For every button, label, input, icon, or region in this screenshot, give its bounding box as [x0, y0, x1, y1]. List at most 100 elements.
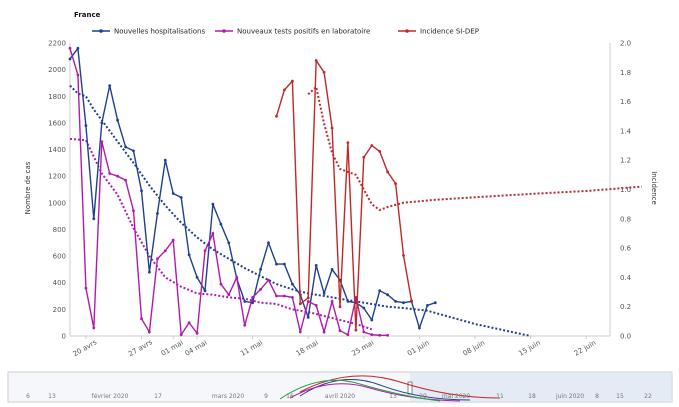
y-tick-label-right: 1.6	[620, 98, 632, 106]
data-point	[346, 333, 350, 337]
data-point	[227, 293, 231, 297]
data-point	[179, 333, 183, 337]
data-point	[291, 282, 294, 286]
y-tick-label-right: 0.0	[620, 333, 631, 341]
data-point	[116, 118, 119, 122]
y-tick-label-right: 0.8	[620, 215, 631, 223]
data-point	[92, 217, 96, 221]
data-point	[283, 262, 286, 266]
axes: 0 200 400 600 800 1000 1200 1400 1600 1800 2000 220…	[48, 40, 632, 359]
data-point	[179, 196, 183, 199]
data-point	[243, 323, 247, 327]
data-point	[267, 241, 270, 245]
navigator-label: mars 2020	[212, 393, 244, 400]
y-tick-label-left: 200	[53, 306, 66, 314]
plot-area	[68, 46, 642, 337]
navigator-panel[interactable]: 6 13 février 2020 17 mars 2020 9 16 avril 2020 1…	[7, 371, 673, 403]
navigator-series-line	[279, 379, 441, 402]
y-tick-label-left: 2200	[48, 40, 66, 48]
data-point	[386, 170, 389, 174]
x-tick-label: 15 juin	[517, 339, 542, 358]
data-point	[259, 288, 262, 291]
data-point	[68, 46, 72, 50]
x-tick-label: 20 avrs	[72, 338, 99, 358]
x-tick-label: 18 mai	[295, 339, 320, 358]
navigator-label: 18	[528, 393, 536, 400]
data-point	[291, 79, 294, 83]
data-point	[275, 262, 278, 266]
data-point	[84, 124, 88, 127]
data-point	[171, 192, 175, 195]
data-point	[330, 300, 334, 303]
data-point	[140, 317, 143, 321]
data-point	[362, 306, 366, 310]
navigator-label: juin 2020	[555, 393, 584, 400]
y-tick-label-right: 1.4	[620, 127, 632, 135]
navigator-label: 9	[264, 393, 268, 400]
data-point	[306, 316, 310, 319]
x-tick-label: 01 juin	[406, 339, 431, 358]
navigator-series-line	[299, 379, 471, 401]
data-point	[84, 286, 88, 290]
data-point	[124, 178, 127, 182]
data-point	[283, 88, 286, 92]
data-point	[68, 57, 72, 61]
y-tick-label-left: 600	[53, 253, 66, 261]
data-point	[195, 276, 199, 279]
trend-line	[69, 137, 373, 331]
data-point	[108, 172, 112, 175]
x-tick-label: 08 juin	[462, 339, 487, 358]
data-point	[76, 46, 80, 50]
data-point	[227, 241, 231, 245]
legend-swatch-marker	[405, 29, 409, 33]
data-point	[148, 270, 151, 274]
data-point	[322, 292, 326, 295]
data-point	[132, 149, 135, 153]
y-tick-label-right: 1.8	[620, 69, 631, 77]
data-point	[322, 330, 326, 334]
trend-line	[69, 84, 531, 337]
data-point	[433, 301, 437, 305]
y-tick-label-left: 2000	[48, 66, 66, 74]
legend-label: Nouveaux tests positifs en laboratoire	[237, 28, 370, 36]
navigator-label: 13	[48, 393, 56, 400]
data-point	[306, 300, 310, 303]
data-point	[394, 182, 397, 186]
y-tick-label-right: 0.4	[620, 274, 632, 282]
data-point	[187, 253, 191, 257]
data-point	[243, 300, 247, 303]
data-point	[298, 302, 302, 306]
data-point	[394, 300, 397, 303]
y-tick-label-left: 800	[53, 226, 66, 234]
y-tick-label-left: 400	[53, 279, 66, 287]
navigator-label: 17	[154, 393, 162, 400]
data-point	[100, 121, 104, 125]
data-point	[298, 330, 302, 334]
data-point	[195, 331, 199, 335]
data-point	[156, 257, 159, 261]
legend-swatch-marker	[222, 29, 226, 33]
y-axis-title-left: Nombre de cas	[24, 161, 32, 214]
x-tick-label: 25 mai	[350, 339, 375, 358]
data-point	[156, 212, 159, 215]
navigator-label: mai 2020	[442, 393, 471, 400]
y-tick-label-left: 1800	[48, 93, 66, 101]
navigator-label: avril 2020	[325, 393, 355, 400]
data-point	[402, 301, 405, 305]
navigator-label: 20	[419, 393, 427, 400]
legend-swatch-marker	[99, 29, 103, 33]
data-point	[219, 282, 223, 286]
data-point	[203, 289, 207, 293]
data-point	[346, 300, 350, 303]
navigator-label: 15	[616, 393, 624, 400]
data-point	[148, 330, 151, 334]
data-point	[291, 296, 294, 299]
data-point	[338, 305, 342, 309]
data-point	[418, 326, 421, 330]
y-tick-label-right: 0.2	[620, 303, 631, 311]
data-point	[426, 304, 429, 307]
data-point	[275, 294, 278, 298]
data-point	[251, 296, 255, 299]
data-point	[275, 114, 278, 118]
data-point	[211, 232, 215, 235]
